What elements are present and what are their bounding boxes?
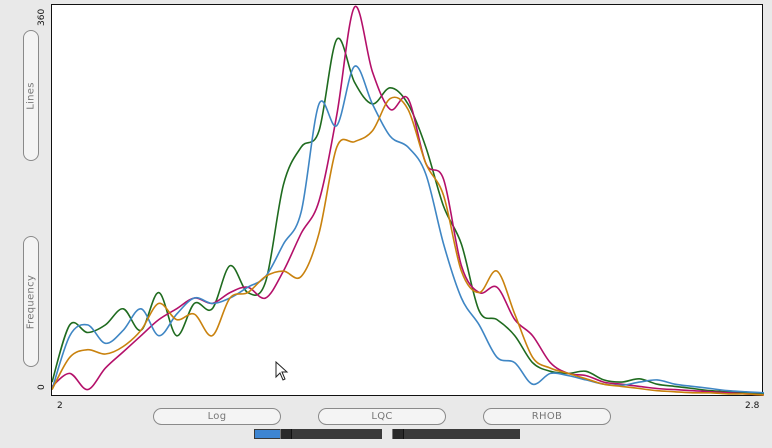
rhob-button-label: RHOB <box>531 411 563 422</box>
slider-fill <box>255 430 280 438</box>
frequency-button[interactable]: Frequency <box>23 236 39 367</box>
frequency-chart <box>52 5 764 396</box>
series-line-3 <box>52 96 764 396</box>
series-line-0 <box>52 37 764 395</box>
frequency-button-label: Frequency <box>25 274 37 329</box>
log-button[interactable]: Log <box>153 408 281 425</box>
lines-button[interactable]: Lines <box>23 30 39 161</box>
x-max-label: 2.8 <box>745 401 760 411</box>
lqc-button-label: LQC <box>371 411 393 422</box>
slider-thumb[interactable] <box>279 429 292 439</box>
y-max-label: 360 <box>37 8 47 26</box>
lqc-button[interactable]: LQC <box>318 408 446 425</box>
log-button-label: Log <box>207 411 227 422</box>
plot-area[interactable] <box>51 4 764 396</box>
range-slider-left[interactable] <box>254 429 382 439</box>
rhob-button[interactable]: RHOB <box>483 408 611 425</box>
y-min-label: 0 <box>37 384 47 390</box>
x-min-label: 2 <box>57 401 63 411</box>
slider-thumb[interactable] <box>392 429 404 439</box>
lines-button-label: Lines <box>25 81 37 110</box>
series-line-2 <box>52 65 764 394</box>
mouse-pointer-icon <box>275 361 289 381</box>
range-slider-right[interactable] <box>392 429 520 439</box>
series-line-1 <box>52 5 764 396</box>
